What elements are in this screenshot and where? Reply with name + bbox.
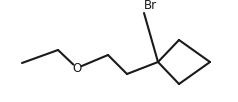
Text: O: O	[72, 62, 82, 74]
Text: Br: Br	[144, 0, 157, 12]
